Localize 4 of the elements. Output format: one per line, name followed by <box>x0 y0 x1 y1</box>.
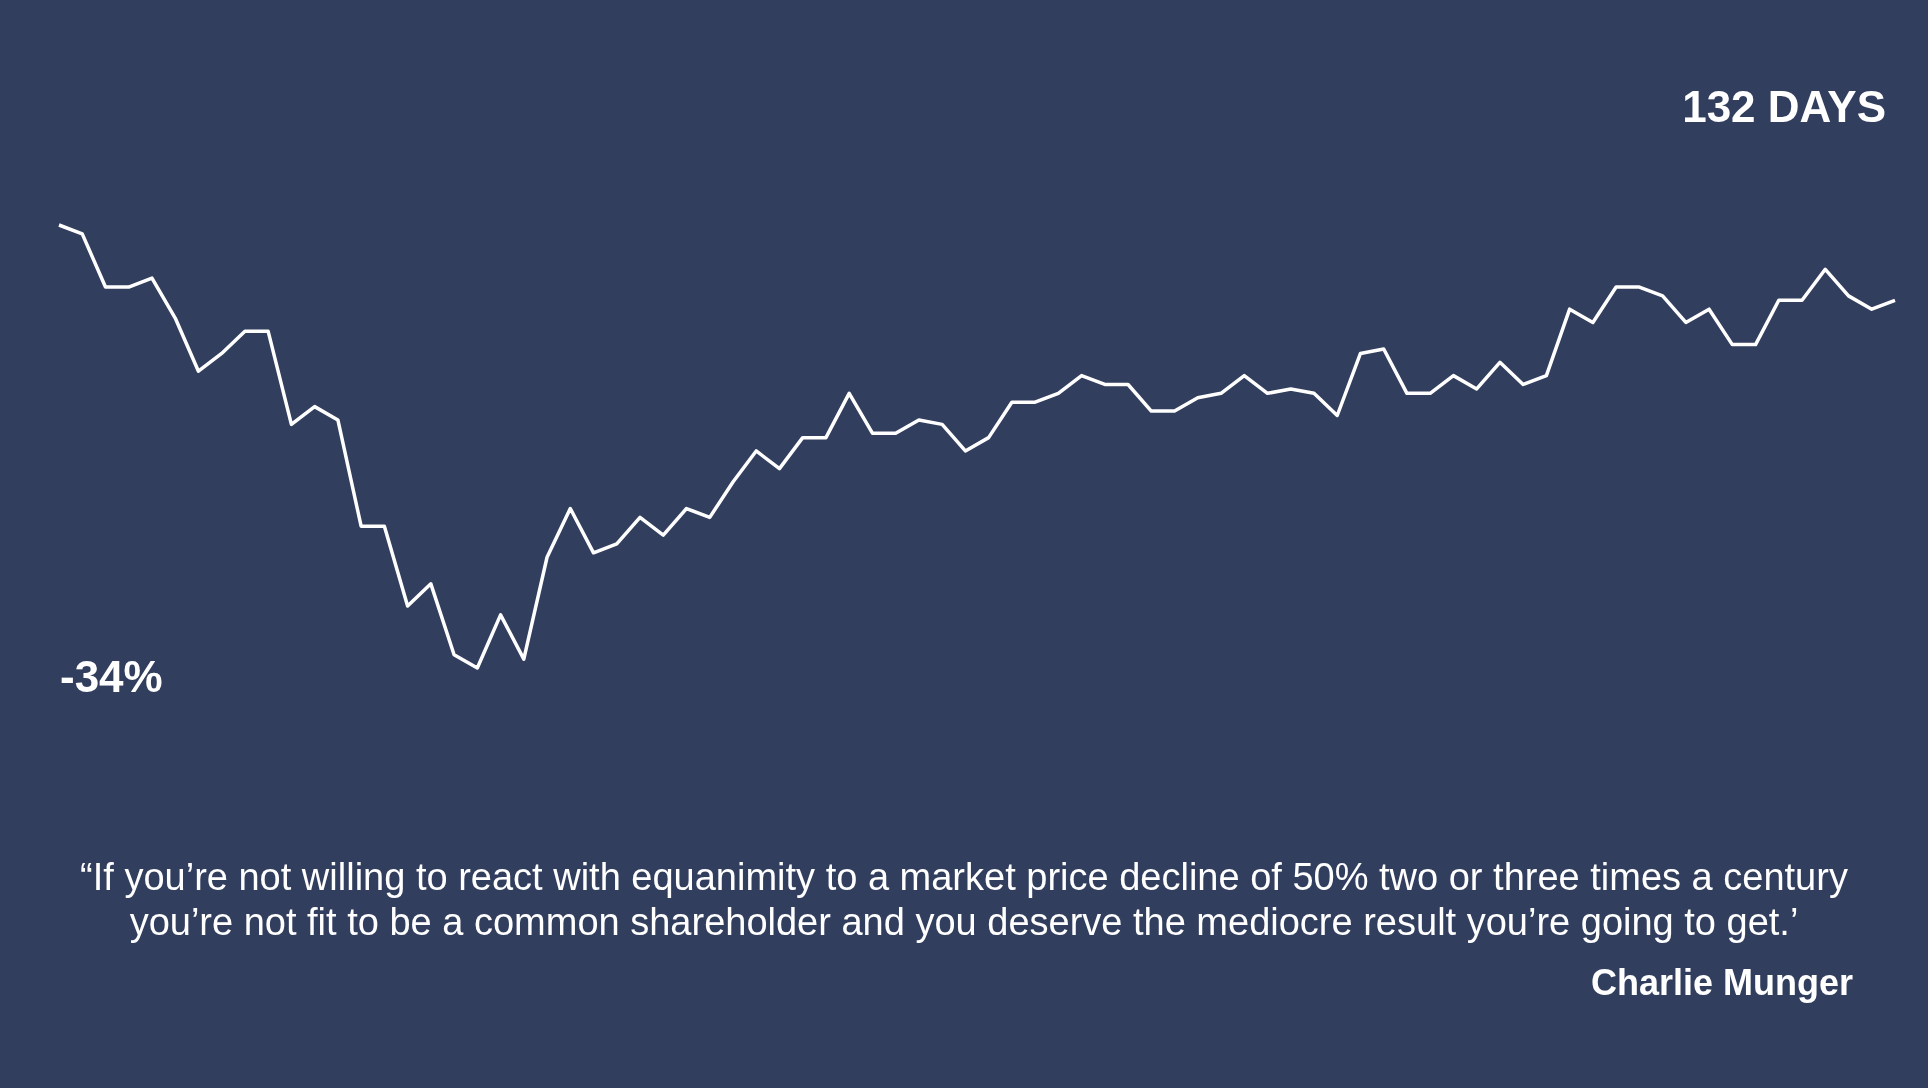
text: Charlie Munger <box>1590 962 1853 1004</box>
text: “If you’re not willing to react with equanimity to a market price decline of 50% two or three times a century you’re not fit to be a common shareholder and you deserve the mediocre result you’re going to get.’ <box>79 855 1849 945</box>
text: 132 DAYS <box>1682 82 1886 132</box>
annotation: -34% <box>60 652 163 702</box>
